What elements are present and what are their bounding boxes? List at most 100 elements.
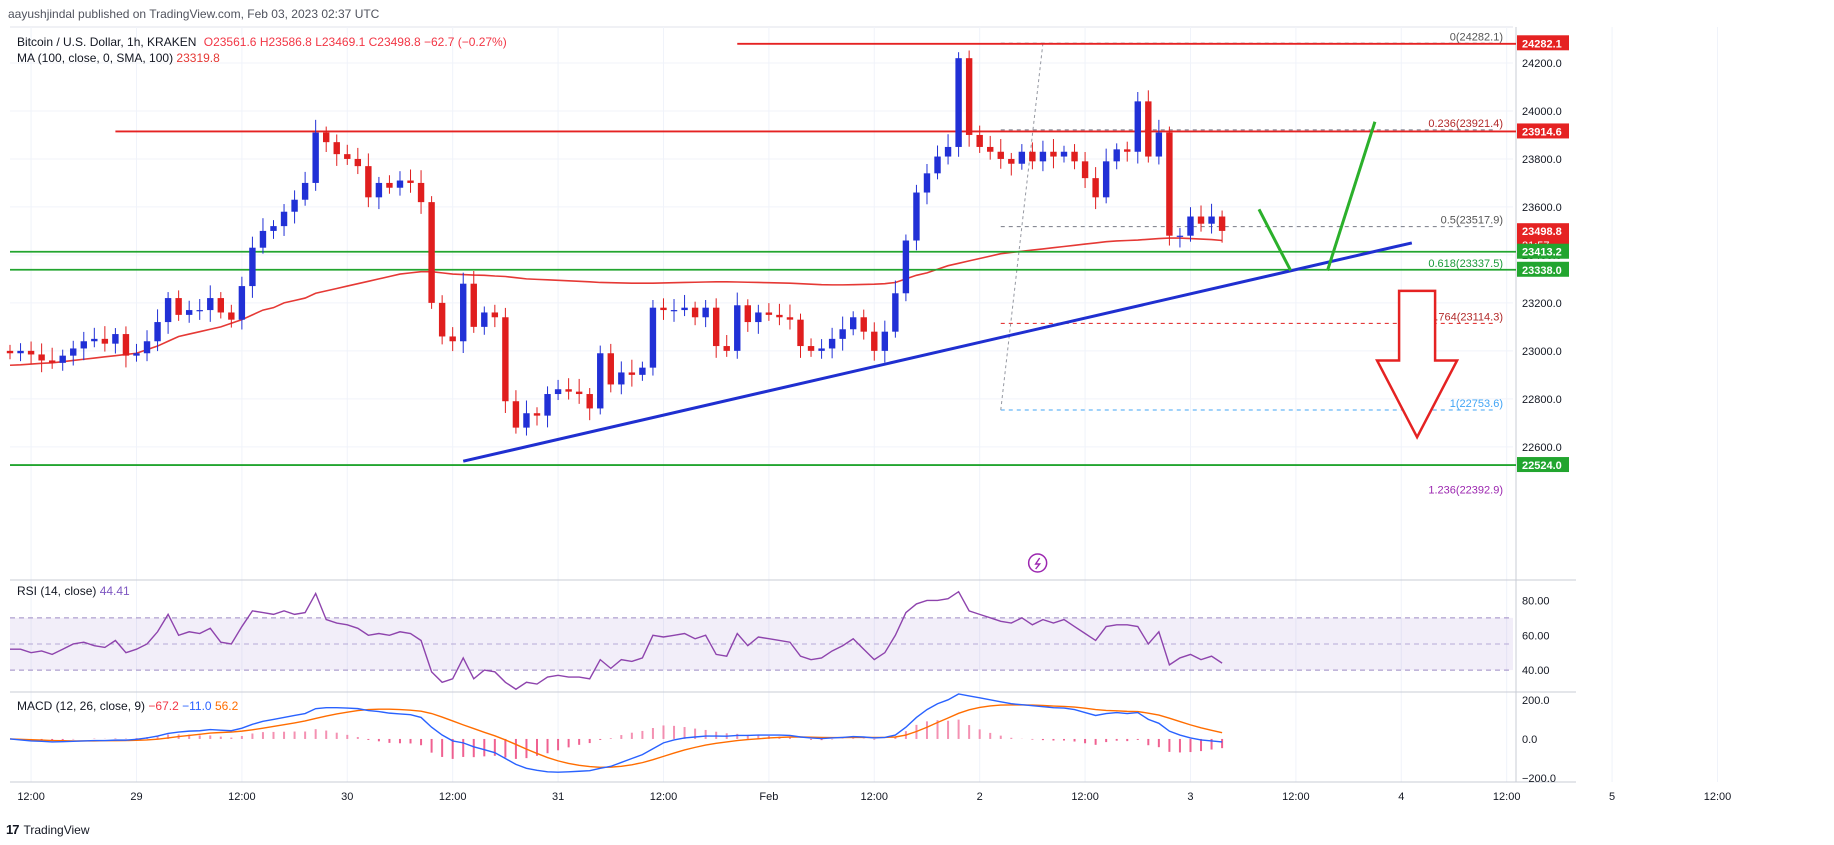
candle-up [1018, 151, 1026, 164]
candle-up [164, 298, 172, 323]
ma-legend[interactable]: MA (100, close, 0, SMA, 100) 23319.8 [17, 51, 220, 65]
candle-up [944, 146, 952, 157]
candle-down [512, 401, 520, 428]
tradingview-brand[interactable]: 17 TradingView [6, 822, 90, 837]
candle-down [1029, 151, 1036, 162]
candle-up [301, 182, 309, 200]
candle-down [965, 58, 973, 135]
candle-up [639, 367, 646, 375]
candle-down [1218, 216, 1226, 231]
candle-down [101, 338, 109, 344]
ma-legend-value: 23319.8 [176, 51, 220, 65]
symbol-title: Bitcoin / U.S. Dollar, 1h, KRAKEN [17, 35, 197, 49]
fib-level-label: 1.236(22392.9) [1428, 484, 1503, 496]
candle-down [575, 391, 583, 395]
time-tick: 12:00 [1071, 791, 1099, 803]
rsi-legend[interactable]: RSI (14, close) 44.41 [17, 584, 130, 598]
candle-down [1166, 132, 1173, 236]
ohlc-close: C23498.8 [368, 35, 421, 49]
projection-rise-line [1326, 121, 1377, 271]
lightning-bolt [1034, 557, 1042, 570]
macd-legend-label: MACD (12, 26, close, 9) [17, 699, 146, 713]
candle-up [618, 372, 625, 385]
price-tick: 22600.0 [1522, 442, 1562, 454]
candle-up [670, 310, 678, 312]
candle-up [1134, 101, 1141, 152]
fib-level-label: 0.236(23921.4) [1428, 118, 1503, 130]
candle-down [744, 305, 751, 323]
price-label-box [1517, 261, 1569, 277]
candle-down [122, 334, 130, 356]
candle-down [628, 372, 636, 375]
price-label-text: 23914.6 [1522, 126, 1562, 138]
candle-up [207, 298, 214, 311]
candle-up [892, 293, 899, 332]
time-tick: 12:00 [1704, 791, 1732, 803]
time-axis: 12:00 29 12:00 30 12:00 31 12:00 Feb 12:00 2 12:00… [17, 791, 1731, 803]
candle-down [565, 389, 572, 392]
candle-up [291, 199, 298, 212]
publisher-line: aayushjindal published on TradingView.co… [8, 7, 380, 21]
bearish-arrow-icon [1375, 289, 1460, 440]
candle-down [776, 314, 783, 318]
ascending-trendline [462, 241, 1413, 463]
candle-up [481, 312, 488, 327]
time-tick: 12:00 [17, 791, 45, 803]
rsi-tick: 40.00 [1522, 665, 1550, 677]
macd-tick: 200.0 [1522, 695, 1550, 707]
candle-down [344, 154, 351, 159]
fib-level-label: 0.764(23114.3) [1429, 311, 1503, 323]
time-tick: 29 [130, 791, 142, 803]
candle-up [955, 58, 962, 147]
time-tick: 4 [1398, 791, 1404, 803]
rsi-tick: 60.00 [1522, 630, 1550, 642]
macd-layer [9, 693, 1224, 773]
ohlc-open: O23561.6 [203, 35, 257, 49]
candle-down [217, 298, 224, 313]
symbol-legend[interactable]: Bitcoin / U.S. Dollar, 1h, KRAKEN O23561… [17, 35, 507, 49]
price-label-text: 23498.8 [1522, 226, 1562, 238]
candle-down [1092, 178, 1099, 198]
candle-up [91, 338, 98, 342]
candle-up [850, 317, 857, 330]
price-tick: 23200.0 [1522, 298, 1562, 310]
candle-down [1124, 149, 1131, 152]
candle-down [365, 166, 372, 198]
candle-up [396, 180, 404, 188]
candle-down [470, 283, 477, 327]
horizontal-lines [10, 42, 1516, 466]
price-label-box [1517, 457, 1569, 473]
rsi-tick: 80.00 [1522, 595, 1550, 607]
candle-up [17, 350, 24, 354]
time-tick: 12:00 [1282, 791, 1310, 803]
candle-up [460, 283, 467, 342]
time-tick: 30 [341, 791, 353, 803]
candle-up [839, 329, 846, 339]
candle-up [249, 247, 256, 287]
candle-up [112, 334, 119, 344]
brand-name: TradingView [23, 822, 90, 837]
candle-down [691, 307, 699, 318]
price-label-box [1517, 35, 1569, 51]
candle-up [681, 307, 688, 311]
fib-level-label: 1(22753.6) [1450, 398, 1503, 410]
candle-up [312, 132, 319, 183]
candle-up [238, 286, 246, 320]
trendline-layer [462, 241, 1413, 463]
candle-up [881, 331, 889, 351]
candle-down [976, 134, 983, 147]
candle-up [544, 394, 551, 416]
candle-down [586, 394, 593, 409]
price-tick: 23800.0 [1522, 154, 1562, 166]
time-tick: 12:00 [439, 791, 467, 803]
candle-down [1008, 158, 1015, 164]
candle-down [723, 346, 730, 351]
price-label-text: 23338.0 [1522, 265, 1562, 277]
candle-down [407, 180, 414, 183]
macd-legend[interactable]: MACD (12, 26, close, 9) −67.2 −11.0 56.2 [17, 699, 238, 713]
price-axis: USD22600.022800.023000.023200.023400.023… [1522, 34, 1562, 785]
candle-down [449, 336, 456, 342]
macd-legend-signal: −11.0 [182, 699, 212, 713]
